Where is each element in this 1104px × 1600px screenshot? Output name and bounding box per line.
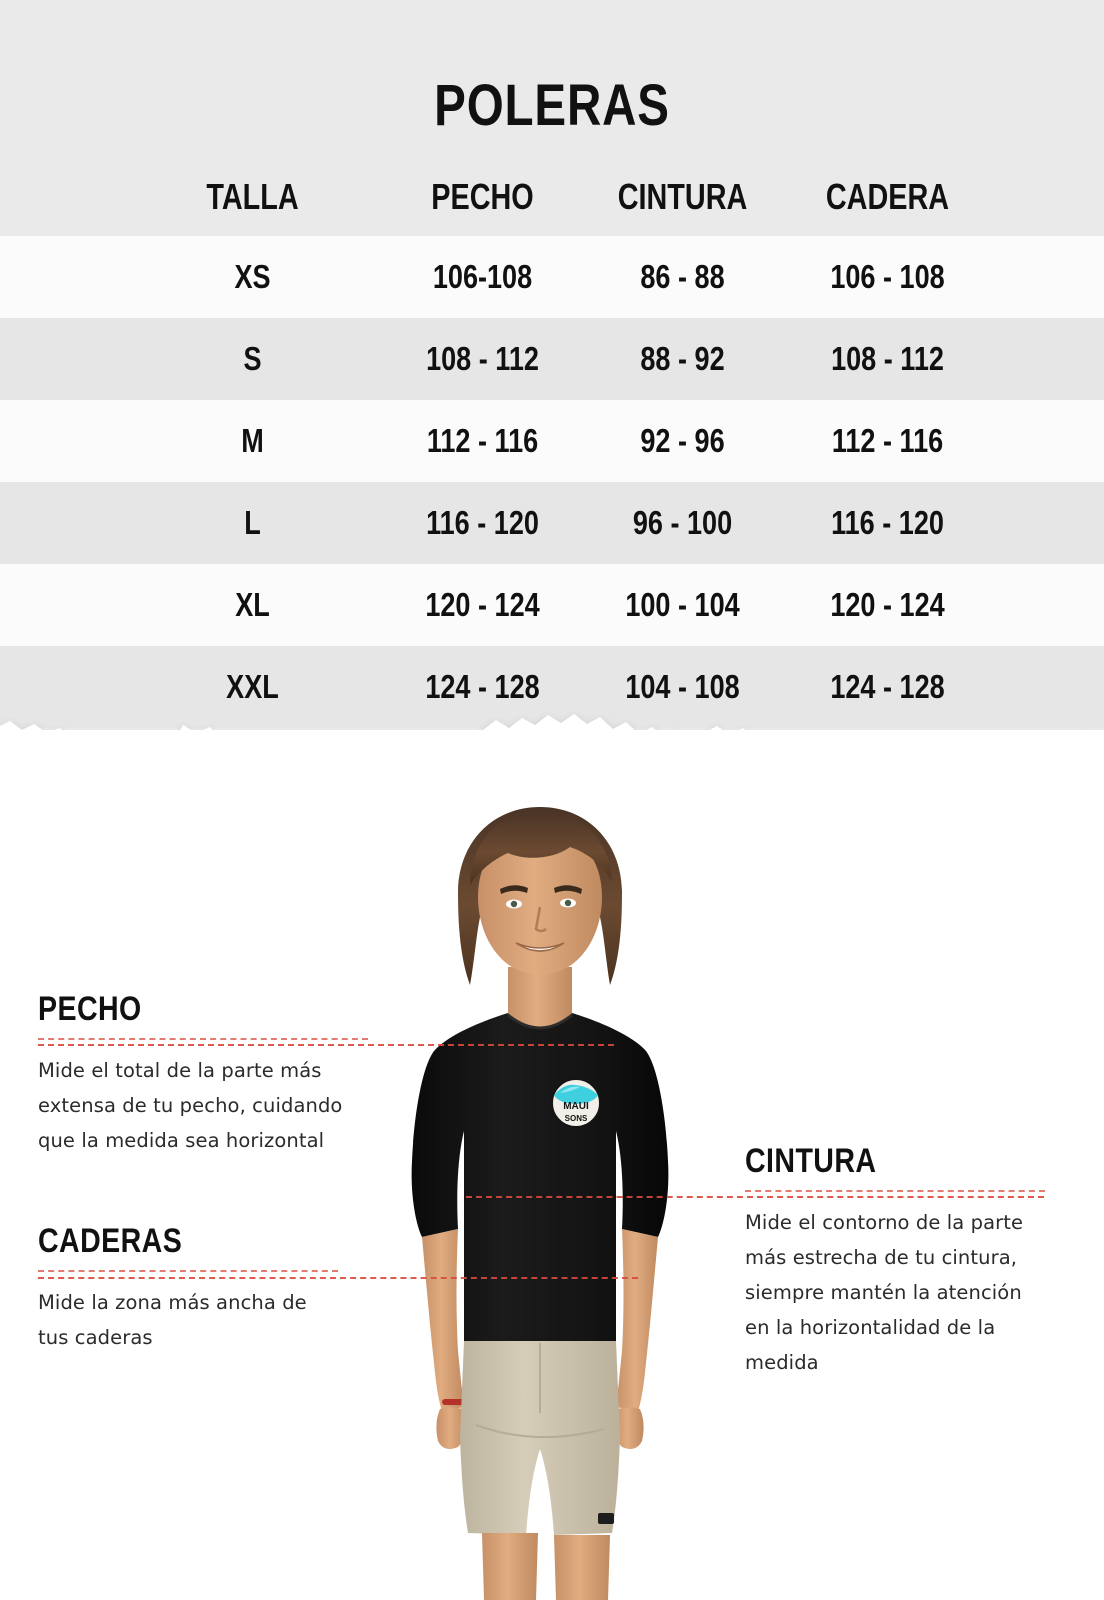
annotation-rule-pecho: [38, 1038, 368, 1040]
shorts-label: [598, 1513, 614, 1524]
annotation-cintura: CINTURA Mide el contorno de la parte más…: [745, 1142, 1045, 1380]
cell-pecho: 112 - 116: [426, 422, 539, 459]
tshirt: [411, 1013, 669, 1345]
pupil-left: [510, 900, 518, 908]
model-photo-area: MAUI SONS: [0, 730, 1104, 1600]
annotation-title-pecho: PECHO: [38, 990, 142, 1028]
cell-pecho: 108 - 112: [426, 340, 539, 377]
annotation-title-caderas: CADERAS: [38, 1222, 183, 1260]
cell-pecho: 120 - 124: [425, 586, 540, 623]
pupil-right: [564, 899, 572, 907]
cell-cintura: 104 - 108: [625, 668, 740, 705]
cell-cadera: 112 - 116: [831, 422, 944, 459]
cell-talla: S: [243, 340, 262, 377]
cell-cintura: 88 - 92: [640, 340, 725, 377]
leg-left: [482, 1533, 538, 1600]
leg-right: [554, 1535, 610, 1600]
wristband: [442, 1399, 466, 1405]
hand-left: [436, 1407, 467, 1449]
size-chart-panel: POLERAS TALLA PECHO CINTURA CADERA XS 10…: [0, 0, 1104, 730]
logo-text-sons: SONS: [565, 1114, 588, 1123]
eyebrow-left: [500, 885, 528, 894]
mouth: [515, 942, 565, 952]
column-header-talla: TALLA: [206, 176, 299, 217]
hand-right: [613, 1407, 644, 1449]
annotation-rule-caderas: [38, 1270, 338, 1272]
cell-cintura: 96 - 100: [632, 504, 733, 541]
cell-cintura: 100 - 104: [625, 586, 740, 623]
cell-pecho: 116 - 120: [426, 504, 539, 541]
shorts-seam: [475, 1343, 605, 1439]
table-row: S 108 - 112 88 - 92 108 - 112: [0, 318, 1104, 400]
model-photo: MAUI SONS: [411, 807, 669, 1600]
annotation-rule-cintura: [745, 1190, 1045, 1192]
measurement-line-waist: [466, 1196, 1044, 1198]
cell-cadera: 120 - 124: [830, 586, 945, 623]
table-row: M 112 - 116 92 - 96 112 - 116: [0, 400, 1104, 482]
cell-talla: M: [241, 422, 264, 459]
table-row: L 116 - 120 96 - 100 116 - 120: [0, 482, 1104, 564]
column-header-cadera: CADERA: [825, 176, 950, 217]
table-row: XS 106-108 86 - 88 106 - 108: [0, 236, 1104, 318]
table-header-row: TALLA PECHO CINTURA CADERA: [0, 166, 1104, 228]
cell-pecho: 124 - 128: [425, 668, 540, 705]
arm-left: [422, 1229, 464, 1411]
table-row: XXL 124 - 128 104 - 108 124 - 128: [0, 646, 1104, 728]
cell-talla: XS: [234, 258, 271, 295]
cell-pecho: 106-108: [432, 258, 533, 295]
arm-right: [616, 1229, 658, 1411]
cell-cadera: 124 - 128: [830, 668, 945, 705]
measurement-line-hips: [38, 1277, 638, 1279]
cell-cintura: 86 - 88: [640, 258, 725, 295]
annotation-pecho: PECHO Mide el total de la parte más exte…: [38, 990, 368, 1158]
page-title: POLERAS: [434, 73, 670, 138]
annotation-body-pecho: Mide el total de la parte más extensa de…: [38, 1059, 343, 1152]
cell-talla: L: [244, 504, 261, 541]
cell-cadera: 106 - 108: [830, 258, 945, 295]
collar: [507, 1013, 573, 1030]
cell-cintura: 92 - 96: [640, 422, 725, 459]
nose: [534, 906, 547, 933]
maui-and-sons-logo: MAUI SONS: [551, 1078, 601, 1128]
annotation-body-caderas: Mide la zona más ancha de tus caderas: [38, 1291, 307, 1349]
cell-cadera: 116 - 120: [831, 504, 944, 541]
cell-cadera: 108 - 112: [831, 340, 944, 377]
column-header-pecho: PECHO: [431, 176, 534, 217]
eyebrow-right: [554, 885, 582, 894]
measurement-line-chest: [38, 1044, 614, 1046]
face: [478, 829, 602, 975]
neck: [508, 967, 572, 1031]
logo-text-maui: MAUI: [563, 1101, 589, 1112]
annotation-title-cintura: CINTURA: [745, 1142, 877, 1180]
annotation-body-cintura: Mide el contorno de la parte más estrech…: [745, 1211, 1024, 1374]
cell-talla: XXL: [226, 668, 279, 705]
table-row: XL 120 - 124 100 - 104 120 - 124: [0, 564, 1104, 646]
hair-front: [470, 811, 612, 885]
cell-talla: XL: [235, 586, 270, 623]
column-header-cintura: CINTURA: [617, 176, 748, 217]
annotation-caderas: CADERAS Mide la zona más ancha de tus ca…: [38, 1222, 338, 1355]
